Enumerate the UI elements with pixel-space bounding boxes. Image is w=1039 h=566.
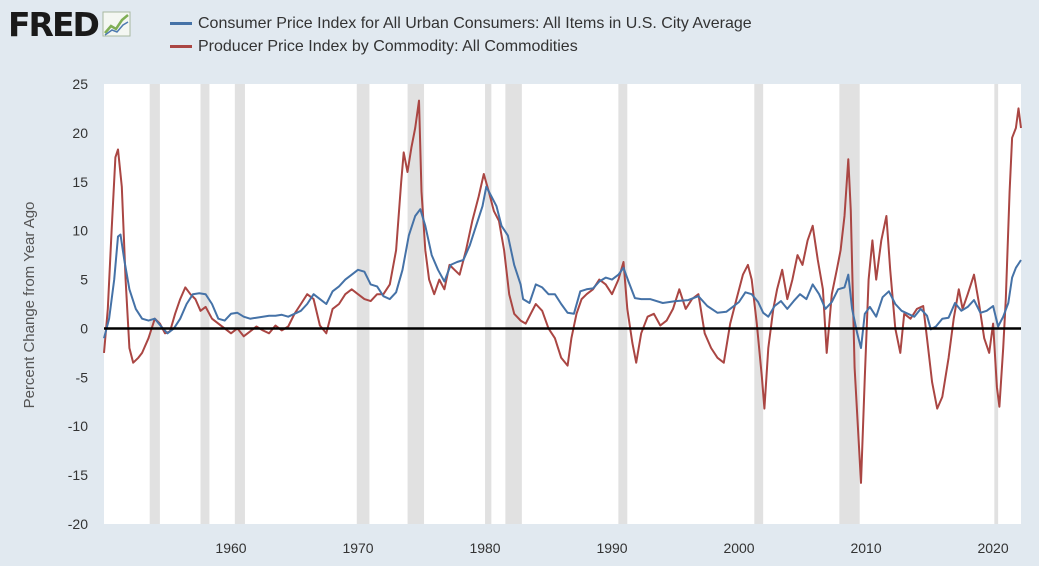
series-line-cpi[interactable] [103,185,1022,349]
legend-label-ppi: Producer Price Index by Commodity: All C… [198,37,578,55]
recession-band [505,84,522,524]
recession-band [485,84,492,524]
y-axis-label: Percent Change from Year Ago [21,202,38,409]
recession-band [356,84,370,524]
y-tick-label: -10 [68,418,88,434]
y-tick-label: -20 [68,516,88,532]
y-tick-label: -15 [68,467,88,483]
y-tick-label: -5 [76,369,89,385]
chart-line-icon [102,11,131,37]
legend-swatch-cpi [170,22,192,25]
y-tick-label: 25 [72,76,88,92]
y-tick-label: 15 [72,174,88,190]
y-tick-label: 5 [80,272,88,288]
recession-band [234,84,245,524]
y-tick-label: 20 [72,125,88,141]
recession-band [407,84,425,524]
x-tick-label: 1990 [596,540,627,556]
recession-band [618,84,628,524]
recession-band [839,84,860,524]
x-tick-label: 2010 [850,540,881,556]
y-tick-label: 0 [80,320,88,336]
logo-text: FRED [8,4,100,44]
legend-item-ppi[interactable]: Producer Price Index by Commodity: All C… [170,35,752,58]
x-tick-label: 1970 [342,540,373,556]
x-tick-label: 2020 [977,540,1008,556]
recession-band [994,84,999,524]
y-tick-label: 10 [72,223,88,239]
legend-swatch-ppi [170,45,192,48]
legend: Consumer Price Index for All Urban Consu… [170,12,752,58]
recession-band [200,84,210,524]
x-tick-label: 2000 [723,540,754,556]
legend-label-cpi: Consumer Price Index for All Urban Consu… [198,14,752,32]
x-tick-label: 1980 [469,540,500,556]
x-tick-label: 1960 [215,540,246,556]
fred-logo[interactable]: FRED [8,4,132,44]
recession-band [149,84,160,524]
legend-item-cpi[interactable]: Consumer Price Index for All Urban Consu… [170,12,752,35]
